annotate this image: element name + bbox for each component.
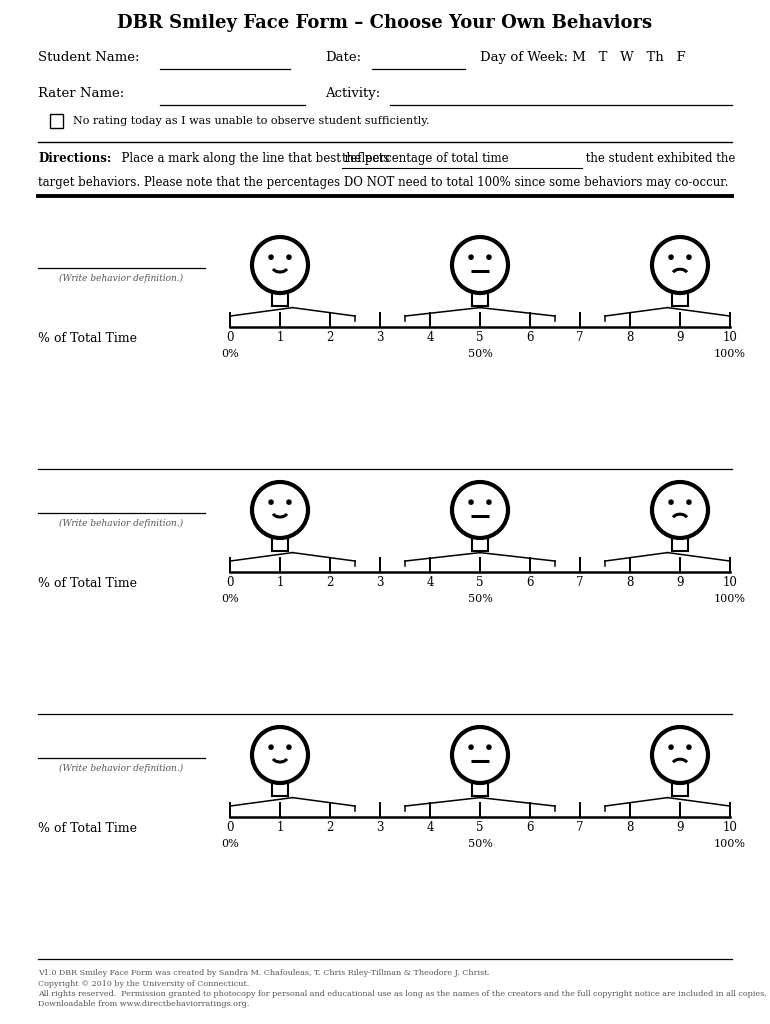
Text: 9: 9 bbox=[676, 331, 684, 344]
Text: 0: 0 bbox=[226, 331, 234, 344]
Text: % of Total Time: % of Total Time bbox=[38, 577, 137, 590]
Text: 100%: 100% bbox=[714, 839, 746, 849]
Text: Date:: Date: bbox=[325, 51, 361, 63]
Text: 4: 4 bbox=[427, 331, 434, 344]
Text: Day of Week: M   T   W   Th   F: Day of Week: M T W Th F bbox=[480, 51, 685, 63]
Circle shape bbox=[486, 744, 492, 750]
Bar bbox=[50, 115, 63, 128]
Text: 7: 7 bbox=[576, 575, 584, 589]
Text: 100%: 100% bbox=[714, 348, 746, 358]
Text: 10: 10 bbox=[722, 331, 738, 344]
Circle shape bbox=[268, 254, 274, 260]
Text: 10: 10 bbox=[722, 575, 738, 589]
Text: 3: 3 bbox=[377, 575, 383, 589]
Circle shape bbox=[268, 500, 274, 505]
Circle shape bbox=[286, 254, 292, 260]
Text: target behaviors. Please note that the percentages DO NOT need to total 100% sin: target behaviors. Please note that the p… bbox=[38, 176, 728, 189]
Text: 0: 0 bbox=[226, 575, 234, 589]
Text: Copyright © 2010 by the University of Connecticut.: Copyright © 2010 by the University of Co… bbox=[38, 980, 249, 987]
Text: 7: 7 bbox=[576, 331, 584, 344]
Text: 7: 7 bbox=[576, 820, 584, 834]
Text: Directions:: Directions: bbox=[38, 152, 111, 165]
Text: 0%: 0% bbox=[221, 594, 239, 603]
Text: 8: 8 bbox=[626, 331, 634, 344]
Text: 1: 1 bbox=[276, 575, 283, 589]
Circle shape bbox=[486, 500, 492, 505]
Text: (Write behavior definition.): (Write behavior definition.) bbox=[59, 273, 183, 283]
Circle shape bbox=[668, 744, 674, 750]
Text: 2: 2 bbox=[326, 575, 333, 589]
Text: Rater Name:: Rater Name: bbox=[38, 87, 124, 100]
Text: 6: 6 bbox=[526, 331, 534, 344]
Text: 50%: 50% bbox=[467, 839, 493, 849]
Text: All rights reserved.  Permission granted to photocopy for personal and education: All rights reserved. Permission granted … bbox=[38, 990, 767, 998]
Text: 3: 3 bbox=[377, 820, 383, 834]
Text: 50%: 50% bbox=[467, 594, 493, 603]
Text: 2: 2 bbox=[326, 820, 333, 834]
Text: Student Name:: Student Name: bbox=[38, 51, 139, 63]
Text: 0%: 0% bbox=[221, 348, 239, 358]
Circle shape bbox=[286, 500, 292, 505]
Text: (Write behavior definition.): (Write behavior definition.) bbox=[59, 519, 183, 528]
Text: 5: 5 bbox=[477, 331, 484, 344]
Text: 100%: 100% bbox=[714, 594, 746, 603]
Circle shape bbox=[468, 500, 474, 505]
Circle shape bbox=[286, 744, 292, 750]
Text: 3: 3 bbox=[377, 331, 383, 344]
Text: Place a mark along the line that best reflects: Place a mark along the line that best re… bbox=[114, 152, 393, 165]
Text: 8: 8 bbox=[626, 820, 634, 834]
Circle shape bbox=[486, 254, 492, 260]
Text: 8: 8 bbox=[626, 575, 634, 589]
Text: 5: 5 bbox=[477, 820, 484, 834]
Text: 6: 6 bbox=[526, 820, 534, 834]
Text: No rating today as I was unable to observe student sufficiently.: No rating today as I was unable to obser… bbox=[73, 116, 430, 126]
Text: 9: 9 bbox=[676, 820, 684, 834]
Text: Downloadable from www.directbehaviorratings.org.: Downloadable from www.directbehaviorrati… bbox=[38, 1000, 249, 1009]
Text: 1: 1 bbox=[276, 331, 283, 344]
Text: V1.0 DBR Smiley Face Form was created by Sandra M. Chafouleas, T. Chris Riley-Ti: V1.0 DBR Smiley Face Form was created by… bbox=[38, 969, 490, 977]
Text: 9: 9 bbox=[676, 575, 684, 589]
Text: 2: 2 bbox=[326, 331, 333, 344]
Text: 4: 4 bbox=[427, 820, 434, 834]
Circle shape bbox=[686, 500, 691, 505]
Circle shape bbox=[686, 744, 691, 750]
Text: the student exhibited the: the student exhibited the bbox=[582, 152, 735, 165]
Text: % of Total Time: % of Total Time bbox=[38, 821, 137, 835]
Text: (Write behavior definition.): (Write behavior definition.) bbox=[59, 764, 183, 773]
Text: % of Total Time: % of Total Time bbox=[38, 332, 137, 345]
Circle shape bbox=[668, 254, 674, 260]
Text: 0%: 0% bbox=[221, 839, 239, 849]
Text: 6: 6 bbox=[526, 575, 534, 589]
Circle shape bbox=[468, 254, 474, 260]
Circle shape bbox=[686, 254, 691, 260]
Circle shape bbox=[668, 500, 674, 505]
Text: 10: 10 bbox=[722, 820, 738, 834]
Circle shape bbox=[468, 744, 474, 750]
Text: Activity:: Activity: bbox=[325, 87, 380, 100]
Text: 5: 5 bbox=[477, 575, 484, 589]
Text: DBR Smiley Face Form – Choose Your Own Behaviors: DBR Smiley Face Form – Choose Your Own B… bbox=[118, 14, 652, 32]
Text: the percentage of total time: the percentage of total time bbox=[342, 152, 509, 165]
Text: 4: 4 bbox=[427, 575, 434, 589]
Text: 1: 1 bbox=[276, 820, 283, 834]
Text: 0: 0 bbox=[226, 820, 234, 834]
Text: 50%: 50% bbox=[467, 348, 493, 358]
Circle shape bbox=[268, 744, 274, 750]
